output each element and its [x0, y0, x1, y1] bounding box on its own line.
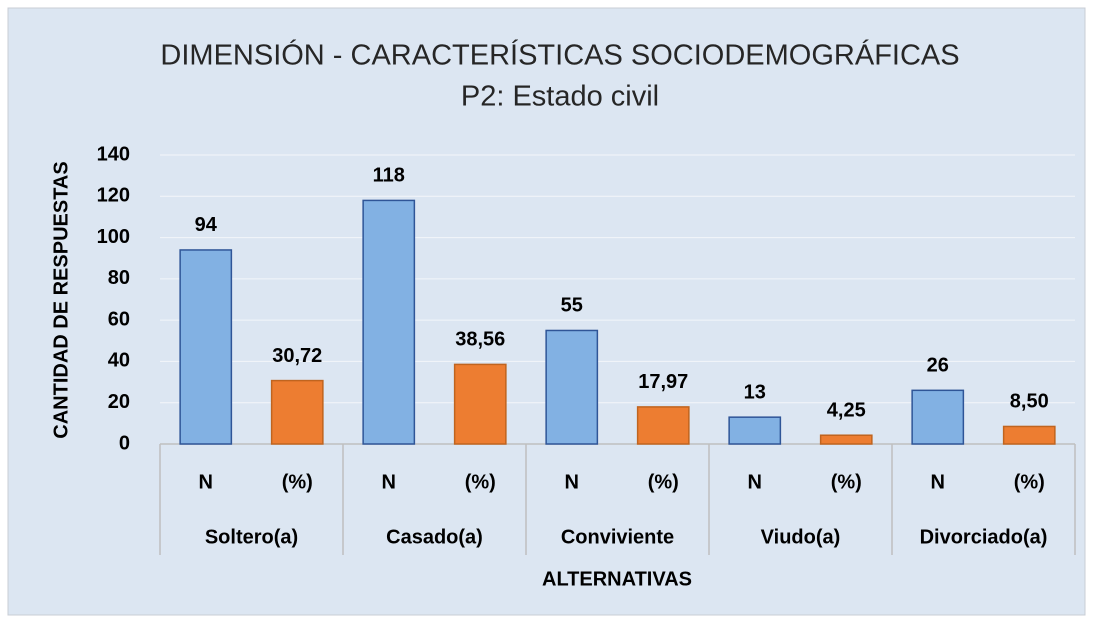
group-label: Casado(a) [386, 526, 483, 548]
y-tick-label: 20 [108, 391, 130, 413]
data-label: 30,72 [272, 345, 322, 367]
y-tick-label: 0 [119, 432, 130, 454]
bar [819, 434, 873, 445]
y-tick-label: 60 [108, 308, 130, 330]
bar [453, 363, 507, 445]
data-label: 8,50 [1010, 391, 1049, 413]
x-tick-label: N [565, 471, 579, 493]
bar [179, 249, 233, 445]
group-label: Soltero(a) [205, 526, 298, 548]
chart-subtitle: P2: Estado civil [461, 81, 659, 113]
x-tick-label: N [199, 471, 213, 493]
data-label: 55 [561, 295, 583, 317]
data-label: 38,56 [455, 329, 505, 351]
x-tick-label: (%) [648, 471, 679, 493]
bar [636, 406, 690, 445]
data-label: 94 [195, 214, 218, 236]
group-label: Viudo(a) [761, 526, 841, 548]
bar [1002, 425, 1056, 445]
data-label: 118 [373, 165, 405, 187]
data-label: 17,97 [638, 371, 688, 393]
y-axis-title: CANTIDAD DE RESPUESTAS [50, 161, 72, 438]
data-label: 13 [744, 381, 766, 403]
bar [545, 329, 599, 445]
group-label: Conviviente [561, 526, 674, 548]
bar [728, 416, 782, 445]
x-tick-label: N [382, 471, 396, 493]
x-tick-label: (%) [282, 471, 313, 493]
y-tick-label: 80 [108, 267, 130, 289]
x-tick-label: (%) [465, 471, 496, 493]
x-tick-label: (%) [831, 471, 862, 493]
y-tick-label: 120 [97, 185, 130, 207]
bar [911, 389, 965, 445]
y-tick-label: 40 [108, 350, 130, 372]
bar [270, 379, 324, 445]
bar [362, 199, 416, 445]
x-tick-label: N [748, 471, 762, 493]
x-tick-label: (%) [1014, 471, 1045, 493]
data-label: 4,25 [827, 400, 866, 422]
x-tick-label: N [931, 471, 945, 493]
data-label: 26 [927, 355, 949, 377]
group-label: Divorciado(a) [920, 526, 1048, 548]
x-axis-title: ALTERNATIVAS [542, 568, 692, 590]
chart-title: DIMENSIÓN - CARACTERÍSTICAS SOCIODEMOGRÁ… [160, 39, 959, 72]
y-tick-label: 140 [97, 143, 130, 165]
y-tick-label: 100 [97, 226, 130, 248]
